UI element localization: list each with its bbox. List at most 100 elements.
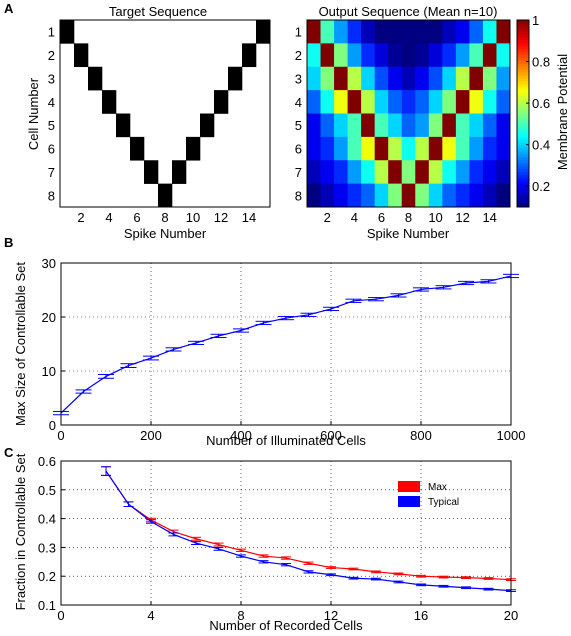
heatmap-cell [374,136,389,161]
heatmap-cell [469,66,484,91]
heatmap-cell [496,20,511,44]
colorbar-segment [517,46,529,50]
x-tick-label: 4 [351,210,358,225]
heatmap-cell [482,66,497,91]
colorbar-frame [516,19,530,208]
heatmap-cell [469,113,484,138]
colorbar-segment [517,57,529,62]
legend-swatch-typical [398,496,420,507]
controllable-fraction-chart: 0 4 8 12 16 200.10.20.30.40.50.6 Max Typical … [13,453,518,633]
heatmap-cell [374,20,389,44]
heatmap-cells [60,20,271,208]
colorbar-segment [517,180,529,185]
active-cell [130,136,145,161]
heatmap-cell [401,90,416,114]
plot-frame [59,19,271,208]
heatmap-cell [469,43,484,68]
y-tick-label: 6 [48,142,55,157]
x-tick-label: 12 [214,210,228,225]
plot-frame [306,19,511,208]
active-cell [242,43,257,68]
colorbar-segment [517,186,529,190]
y-tick-label: 3 [295,71,302,86]
heatmap-cell [401,183,416,208]
heatmap-cell [388,113,403,138]
heatmap-cell [334,183,348,208]
colorbar-tick-label: 0.8 [532,55,550,70]
heatmap-cell [320,20,335,44]
heatmap-cell [455,113,470,138]
heatmap-cell [388,183,403,208]
active-cell [102,90,117,114]
colorbar-segment [517,93,529,97]
heatmap-cell [361,183,376,208]
heatmap-cell [482,20,497,44]
heatmap-cell [307,183,321,208]
colorbar-segment [517,128,529,132]
heatmap-cell [469,160,484,185]
colorbar-segment [517,201,529,205]
heatmap-cell [401,43,416,68]
heatmap-cell [374,160,389,185]
colorbar-segment [517,113,529,117]
x-axis-label: Number of Illuminated Cells [206,433,366,448]
colorbar-segment [517,157,529,161]
colorbar-segment [517,122,529,126]
heatmap-cell [388,43,403,68]
colorbar-segment [517,72,529,76]
heatmap-cell [469,20,484,44]
colorbar-segment [517,22,529,27]
y-tick-label: 3 [48,71,55,86]
heatmap-cell [347,160,362,185]
heatmap-cell [482,136,497,161]
heatmap-cell [374,183,389,208]
active-cell [200,113,215,138]
heatmap-cell [428,20,443,44]
heatmap-cell [307,136,321,161]
heatmap-cell [320,183,335,208]
heatmap-cell [401,66,416,91]
y-axis-label: Cell Number [26,77,41,150]
x-tick-label: 0 [57,608,64,623]
series-layer [53,273,519,416]
heatmap-cell [361,66,376,91]
y-tick-label: 4 [48,95,55,110]
colorbar-segment [517,110,529,114]
y-tick-labels: 1 2 3 4 5 6 7 8 [48,25,55,204]
heatmap-cell [361,90,376,114]
heatmap-cell [455,66,470,91]
active-cell [60,20,75,44]
colorbar-segment [517,136,529,141]
colorbar-segment [517,204,529,208]
colorbar-segment [517,163,529,167]
colorbar-segment [517,189,529,193]
colorbar-segment [517,95,529,100]
x-tick-label: 12 [324,608,338,623]
colorbar-segment [517,101,529,106]
colorbar-segment [517,142,529,147]
x-tick-label: 0 [57,428,64,443]
heatmap-cell [442,183,457,208]
heatmap-cell [482,183,497,208]
colorbar-segment [517,174,529,179]
heatmap-cell [334,66,348,91]
heatmap-cell [347,66,362,91]
x-tick-label: 10 [428,210,442,225]
heatmap-cell [347,43,362,68]
plot-frame [60,262,512,426]
heatmap-cell [455,43,470,68]
colorbar-segment [517,20,529,24]
colorbar-segment [517,84,529,88]
heatmap-cell [428,66,443,91]
heatmap-cell [415,90,430,114]
colorbar-segment [517,177,529,182]
x-tick-labels: 2 4 6 8 10 12 14 [77,210,256,225]
x-tick-label: 20 [504,608,518,623]
colorbar-label: Membrane Potential [555,54,570,170]
y-tick-label: 1 [295,25,302,40]
heatmap-cell [469,183,484,208]
colorbar-segment [517,166,529,170]
x-tick-label: 2 [77,210,84,225]
colorbar-segment [517,198,529,202]
colorbar-segment [517,98,529,103]
